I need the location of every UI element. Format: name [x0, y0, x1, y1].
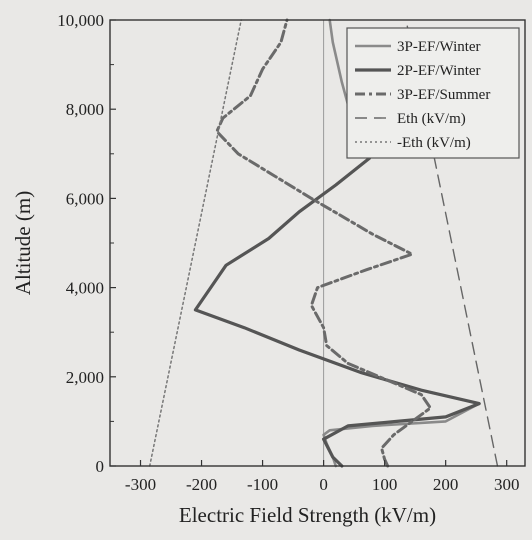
series-line-1 — [193, 156, 481, 468]
x-tick-label: 0 — [319, 475, 328, 494]
legend: 3P-EF/Winter 2P-EF/Winter 3P-EF/Summer Eth … — [346, 27, 520, 159]
legend-label-4: -Eth (kV/m) — [397, 135, 471, 151]
x-tick-label: -100 — [247, 475, 278, 494]
x-axis-title: Electric Field Strength (kV/m) — [179, 503, 436, 527]
y-tick-label: 2,000 — [66, 368, 104, 387]
legend-label-0: 3P-EF/Winter — [397, 39, 481, 55]
y-tick-label: 6,000 — [66, 189, 104, 208]
x-tick-label: -200 — [186, 475, 217, 494]
series-line-2 — [215, 18, 432, 468]
legend-box — [346, 27, 520, 159]
legend-label-2: 3P-EF/Summer — [397, 87, 490, 103]
x-tick-label: 300 — [494, 475, 520, 494]
axes: -300 -200 -100 0 100 200 300 0 2,000 4,000 6,000 8,… — [11, 11, 526, 527]
y-axis-title: Altitude (m) — [11, 191, 35, 295]
x-tick-label: 200 — [433, 475, 459, 494]
y-tick-label: 10,000 — [57, 11, 104, 30]
y-tick-label: 0 — [96, 457, 105, 476]
series-line-4 — [148, 19, 242, 467]
legend-label-1: 2P-EF/Winter — [397, 63, 481, 79]
y-tick-label: 4,000 — [66, 279, 104, 298]
x-tick-label: 100 — [372, 475, 398, 494]
legend-label-3: Eth (kV/m) — [397, 111, 466, 127]
x-tick-label: -300 — [125, 475, 156, 494]
y-tick-label: 8,000 — [66, 100, 104, 119]
